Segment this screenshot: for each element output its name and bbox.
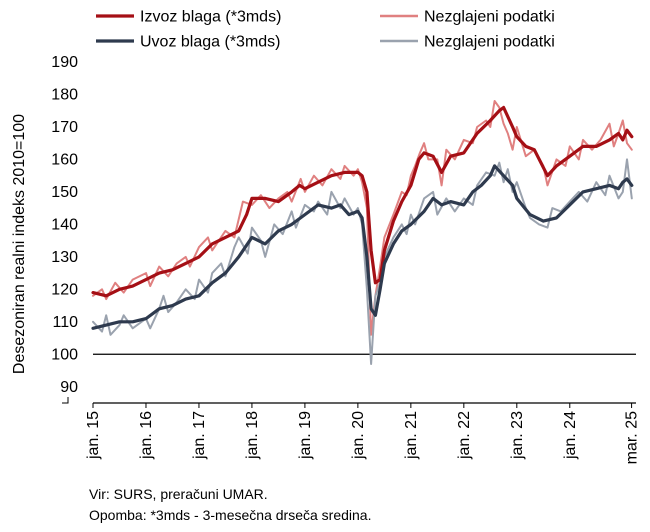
series-line-0	[91, 105, 634, 298]
legend-label-0: Izvoz blaga (*3mds)	[140, 9, 281, 26]
source-note: Vir: SURS, preračuni UMAR.	[89, 486, 268, 502]
x-tick-label: jan. 24	[562, 411, 579, 460]
x-tick-label: jan. 19	[297, 411, 314, 460]
y-tick-label: 140	[51, 216, 78, 233]
y-tick-label: 180	[51, 86, 78, 103]
x-tick-label: jan. 20	[350, 411, 367, 460]
series-lines	[91, 100, 634, 365]
chart: 90 100 110 120 130 140 150 160 170 180 190 jan. 15…	[11, 9, 641, 465]
y-tick-label: 170	[51, 119, 78, 136]
y-tick-label: 100	[51, 346, 78, 363]
series-line-3	[92, 158, 633, 365]
x-tick-label: jan. 16	[138, 411, 155, 460]
y-axis-ticks: 90 100 110 120 130 140 150 160 170 180 190	[51, 54, 636, 404]
x-tick-label: mar. 25	[624, 411, 641, 464]
x-tick-label: jan. 23	[509, 411, 526, 460]
y-tick-label: 120	[51, 281, 78, 298]
legend-label-2: Uvoz blaga (*3mds)	[140, 34, 281, 51]
x-tick-label: jan. 22	[456, 411, 473, 460]
y-tick-label: 110	[52, 314, 78, 331]
y-tick-label: 130	[51, 249, 78, 266]
y-tick-label: 190	[51, 54, 78, 71]
axis-break-mark	[62, 397, 69, 404]
x-tick-label: jan. 15	[85, 411, 102, 460]
y-tick-label: 160	[51, 151, 78, 168]
x-tick-label: jan. 21	[403, 411, 420, 460]
y-tick-label: 150	[51, 184, 78, 201]
y-tick-label: 90	[60, 379, 78, 396]
footnote: Opomba: *3mds - 3-mesečna drseča sredina…	[89, 507, 372, 523]
legend: Izvoz blaga (*3mds) Nezglajeni podatki Uvo…	[96, 9, 555, 51]
legend-label-1: Nezglajeni podatki	[424, 9, 555, 26]
x-tick-label: jan. 18	[244, 411, 261, 460]
series-line-2	[91, 164, 634, 330]
series-line-1	[92, 100, 633, 336]
legend-label-3: Nezglajeni podatki	[424, 34, 555, 51]
x-tick-label: jan. 17	[191, 411, 208, 460]
y-axis-label: Desezoniran realni indeks 2010=100	[11, 114, 28, 374]
x-axis: jan. 15 jan. 16 jan. 17 jan. 18 jan. 19 jan. …	[85, 402, 641, 464]
